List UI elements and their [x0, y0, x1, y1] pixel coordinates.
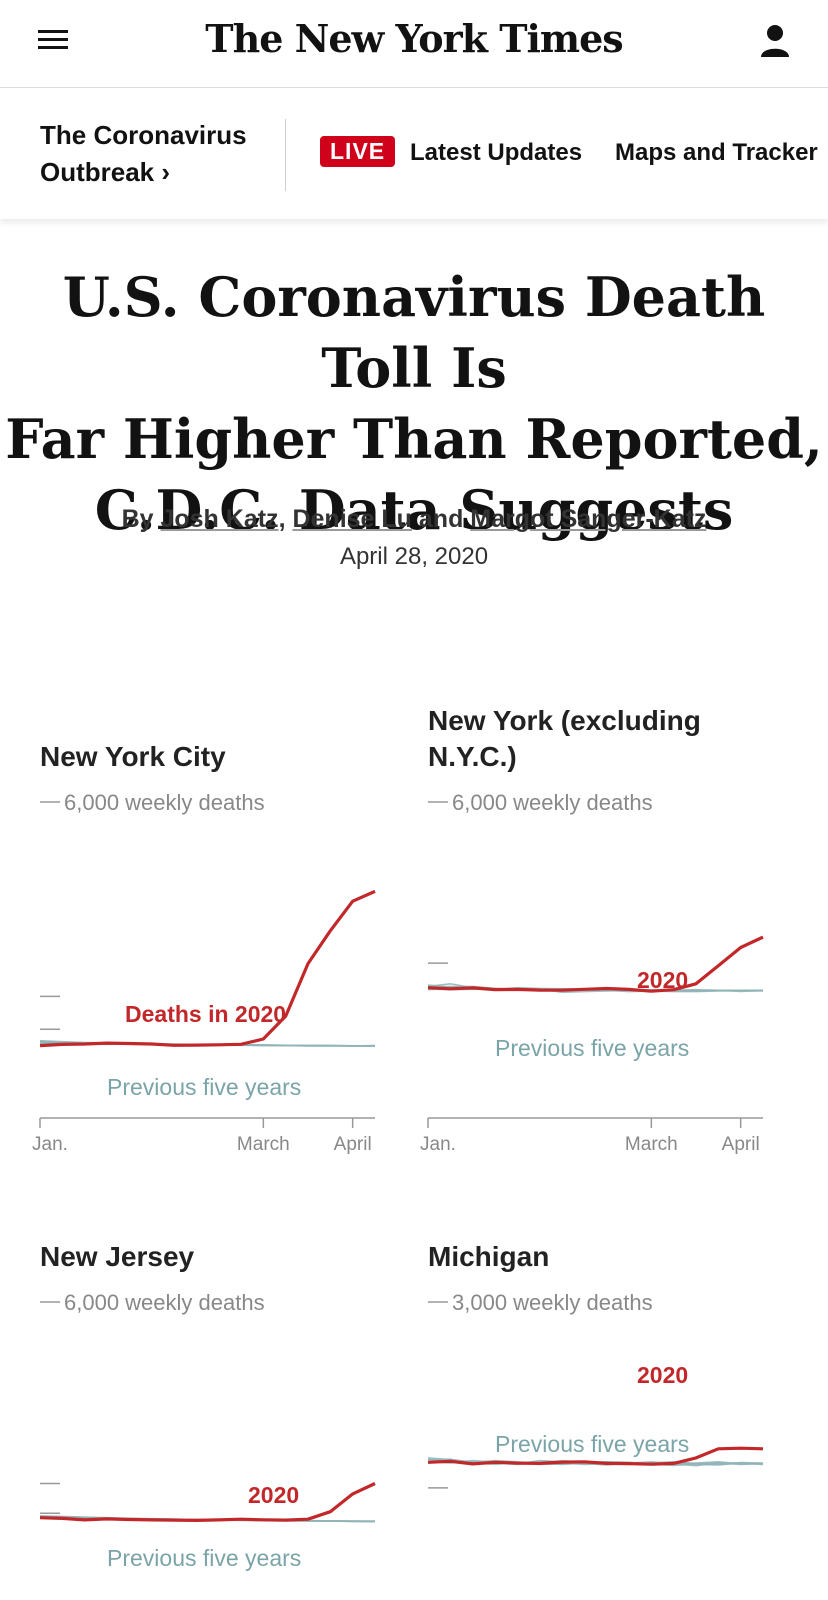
nav-divider	[285, 119, 286, 191]
line-2020	[39, 1482, 376, 1522]
scale-label: 3,000 weekly deaths	[452, 1290, 653, 1315]
headline-line: U.S. Coronavirus Death Toll Is	[62, 265, 766, 400]
author-link-josh-katz[interactable]: Josh Katz	[160, 505, 279, 533]
article-headline: U.S. Coronavirus Death Toll Is Far Highe…	[0, 262, 828, 546]
label-previous-years: Previous five years	[107, 1545, 301, 1571]
latest-updates-link[interactable]: Latest Updates	[410, 139, 583, 166]
chart-title: New York City	[40, 741, 226, 772]
x-tick-label: Jan.	[420, 1134, 456, 1155]
byline-separator: and	[411, 505, 471, 533]
chart-title: Michigan	[428, 1241, 549, 1272]
chart-title: New York (excluding	[428, 705, 701, 736]
chart-title: N.Y.C.)	[428, 741, 517, 772]
scale-label: 6,000 weekly deaths	[64, 790, 265, 815]
label-2020: Deaths in 2020	[125, 1001, 286, 1027]
label-2020: 2020	[248, 1482, 299, 1508]
section-link-line1: The Coronavirus	[40, 120, 247, 150]
section-link-line2: Outbreak ›	[40, 157, 171, 187]
line-2020	[39, 889, 376, 1048]
masthead-logo[interactable]: The New York Times	[205, 16, 623, 61]
label-2020: 2020	[637, 967, 688, 993]
scale-label: 6,000 weekly deaths	[64, 1290, 265, 1315]
byline: By Josh Katz, Denise Lu and Margot Sange…	[0, 505, 828, 534]
label-2020: 2020	[637, 1362, 688, 1388]
author-link-denise-lu[interactable]: Denise Lu	[292, 505, 412, 533]
x-tick-label: Jan.	[32, 1134, 68, 1155]
user-icon[interactable]	[760, 24, 790, 58]
x-tick-label: March	[237, 1134, 290, 1155]
author-link-margot-sanger-katz[interactable]: Margot Sanger-Katz	[470, 505, 707, 533]
line-2020	[427, 935, 764, 993]
label-previous-years: Previous five years	[495, 1035, 689, 1061]
section-link-coronavirus-outbreak[interactable]: The Coronavirus Outbreak ›	[40, 117, 247, 191]
headline-line: C.D.C. Data Suggests	[94, 478, 734, 542]
byline-separator: ,	[278, 505, 293, 533]
x-tick-label: April	[334, 1134, 372, 1155]
top-bar: The New York Times	[0, 0, 828, 88]
x-tick-label: March	[625, 1134, 678, 1155]
line-2020	[427, 1446, 764, 1466]
live-badge[interactable]: LIVE	[320, 136, 396, 167]
section-nav: The Coronavirus Outbreak › LIVE Latest U…	[0, 89, 828, 219]
label-previous-years: Previous five years	[495, 1431, 689, 1457]
x-tick-label: April	[722, 1134, 760, 1155]
byline-prefix: By	[121, 505, 161, 533]
headline-line: Far Higher Than Reported,	[5, 407, 823, 471]
maps-tracker-link[interactable]: Maps and Tracker	[615, 139, 818, 166]
label-previous-years: Previous five years	[107, 1074, 301, 1100]
publish-date: April 28, 2020	[339, 543, 489, 570]
hamburger-menu-icon[interactable]	[38, 30, 68, 54]
chart-title: New Jersey	[40, 1241, 195, 1272]
scale-label: 6,000 weekly deaths	[452, 790, 653, 815]
